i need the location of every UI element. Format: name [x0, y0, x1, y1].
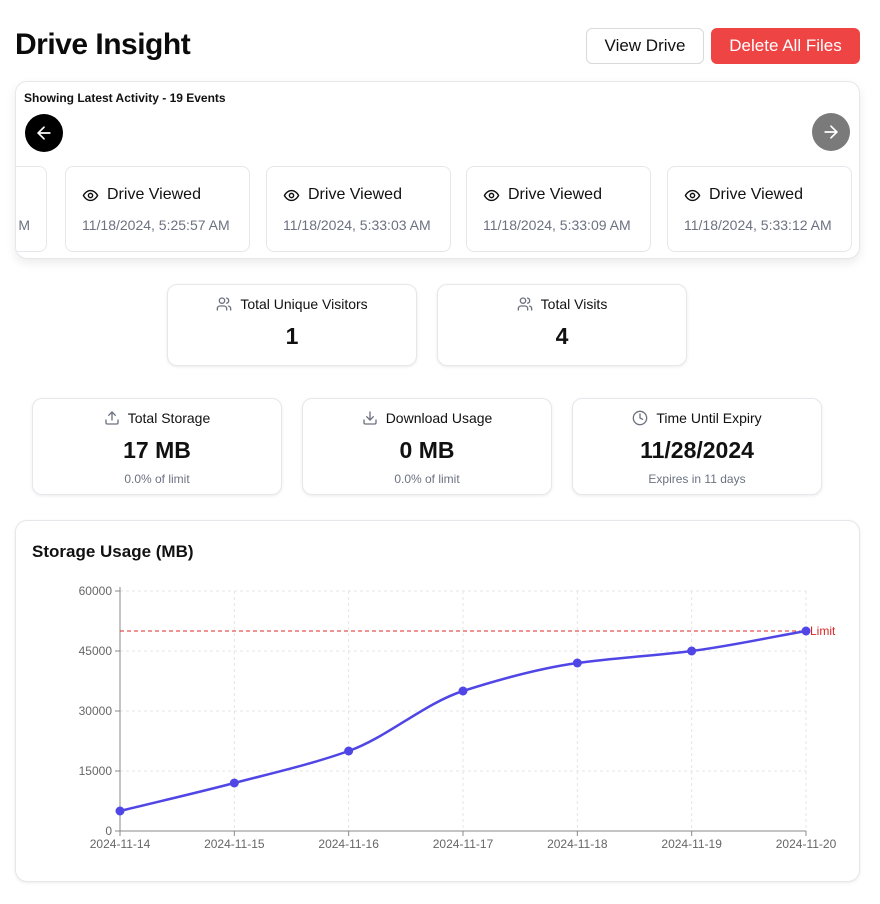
y-tick-label: 60000 [79, 584, 113, 598]
eye-icon [82, 189, 99, 201]
users-icon [216, 297, 232, 311]
stat-value: 0 MB [399, 437, 455, 463]
stat-value: 11/28/2024 [640, 437, 754, 463]
download-icon [363, 411, 377, 425]
data-point [115, 806, 125, 816]
x-tick-label: 2024-11-17 [433, 837, 494, 851]
data-point [801, 626, 811, 636]
stat-subtext: 0.0% of limit [394, 472, 460, 486]
delete-all-files-button[interactable]: Delete All Files [711, 28, 860, 64]
page-title: Drive Insight [15, 28, 191, 61]
data-point [344, 746, 354, 756]
event-time: M [18, 217, 30, 233]
x-tick-label: 2024-11-16 [318, 837, 379, 851]
unique-visitors-card: Total Unique Visitors 1 [167, 284, 417, 366]
previous-button[interactable] [25, 114, 63, 152]
stat-label: Time Until Expiry [656, 410, 762, 426]
data-point [458, 686, 468, 696]
storage-usage-chart-card: Storage Usage (MB) 0 15000 30000 45000 60000… [15, 520, 860, 882]
chart-title: Storage Usage (MB) [32, 542, 194, 561]
x-tick-label: 2024-11-14 [90, 837, 151, 851]
storage-usage-chart: 0 15000 30000 45000 60000 2024-11-14 2024-11-1… [79, 584, 837, 851]
event-card[interactable]: Drive Viewed 11/18/2024, 5:33:12 AM [667, 166, 852, 252]
clock-icon [633, 410, 648, 426]
event-card[interactable]: M [16, 166, 47, 252]
event-label: Drive Viewed [508, 186, 602, 203]
x-tick-label: 2024-11-20 [776, 837, 837, 851]
x-tick-label: 2024-11-15 [204, 837, 265, 851]
event-card[interactable]: Drive Viewed 11/18/2024, 5:33:03 AM [266, 166, 451, 252]
arrow-right-icon [824, 125, 838, 139]
event-carousel[interactable]: M Drive Viewed 11/18/2024, 5:25:57 AM Dr… [16, 166, 859, 252]
stat-subtext: Expires in 11 days [648, 472, 746, 486]
stat-value: 17 MB [123, 437, 191, 463]
event-time: 11/18/2024, 5:33:03 AM [283, 217, 431, 233]
stat-label: Download Usage [385, 410, 493, 426]
data-point [687, 646, 697, 656]
total-storage-card: Total Storage 17 MB 0.0% of limit [32, 398, 282, 495]
event-label: Drive Viewed [308, 186, 402, 203]
event-time: 11/18/2024, 5:33:09 AM [483, 217, 631, 233]
eye-icon [684, 189, 701, 201]
event-time: 11/18/2024, 5:25:57 AM [82, 217, 230, 233]
activity-heading: Showing Latest Activity - 19 Events [24, 91, 226, 105]
stat-label: Total Unique Visitors [240, 296, 368, 312]
x-tick-label: 2024-11-19 [661, 837, 722, 851]
users-icon [517, 297, 532, 311]
data-point [229, 778, 239, 788]
event-label: Drive Viewed [709, 186, 803, 203]
upload-icon [105, 411, 119, 425]
y-tick-label: 0 [105, 824, 112, 838]
stat-subtext: 0.0% of limit [124, 472, 190, 486]
data-point [572, 658, 582, 668]
event-time: 11/18/2024, 5:33:12 AM [684, 217, 832, 233]
event-label: Drive Viewed [107, 186, 201, 203]
view-drive-button[interactable]: View Drive [586, 28, 704, 64]
download-usage-card: Download Usage 0 MB 0.0% of limit [302, 398, 552, 495]
y-tick-label: 30000 [79, 704, 113, 718]
eye-icon [283, 189, 300, 201]
arrow-left-icon [37, 126, 51, 140]
activity-panel: Showing Latest Activity - 19 Events M Dr… [15, 81, 860, 259]
stat-label: Total Storage [127, 410, 211, 426]
event-card[interactable]: Drive Viewed 11/18/2024, 5:25:57 AM [65, 166, 250, 252]
limit-label: Limit [810, 624, 836, 638]
y-tick-label: 15000 [79, 764, 113, 778]
x-tick-label: 2024-11-18 [547, 837, 608, 851]
eye-icon [483, 189, 500, 201]
y-tick-label: 45000 [79, 644, 113, 658]
stat-value: 4 [555, 323, 569, 349]
expiry-card: Time Until Expiry 11/28/2024 Expires in … [572, 398, 822, 495]
stat-value: 1 [285, 323, 299, 349]
next-button[interactable] [812, 113, 850, 151]
stat-label: Total Visits [540, 296, 608, 312]
total-visits-card: Total Visits 4 [437, 284, 687, 366]
event-card[interactable]: Drive Viewed 11/18/2024, 5:33:09 AM [466, 166, 651, 252]
